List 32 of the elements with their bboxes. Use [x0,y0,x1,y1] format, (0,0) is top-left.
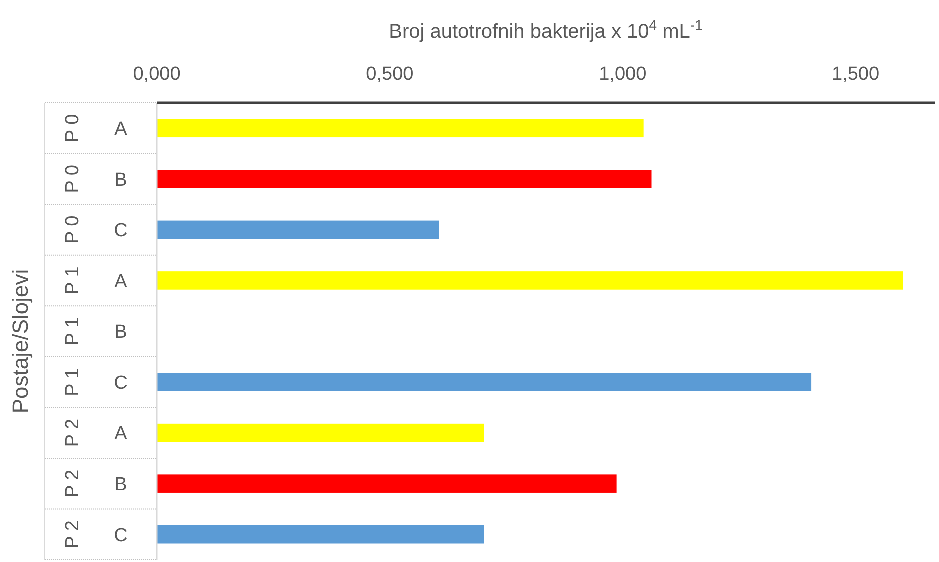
y-axis-title: Postaje/Slojevi [8,269,33,414]
y-tick-label: A [114,119,128,140]
text: P 2 [62,520,84,549]
x-axis-title: Broj autotrofnih bakterija x 10$^{4}$ mL$^{-1}$ [389,17,704,43]
y-tick-label: C [114,220,128,242]
bar [157,220,440,240]
bar [157,525,484,544]
text: P 1 [62,317,84,346]
y-tick-label: B [114,170,128,191]
x-tick-label: 0,000 [133,64,181,85]
x-tick-label: 1,500 [832,64,880,85]
y-tick-label: B [114,322,128,344]
bar [157,373,812,392]
y-tick-label: B [114,474,128,496]
bar [157,119,644,138]
y-tick-label: A [114,424,128,445]
bar [157,272,904,290]
text: P 1 [62,368,84,396]
text: P 0 [62,165,84,194]
x-tick-label: 1,000 [599,64,647,85]
text: P 0 [62,216,84,244]
text: P 2 [62,418,84,448]
text: P 1 [62,266,84,295]
x-tick-label: 0,500 [366,64,414,85]
bar [157,170,652,188]
y-tick-label: C [114,525,128,546]
y-tick-label: C [114,372,128,394]
y-tick-label: A [114,271,128,292]
bar [157,424,484,442]
text: P 2 [62,470,84,498]
text: P 0 [62,114,84,142]
bar [157,474,617,493]
